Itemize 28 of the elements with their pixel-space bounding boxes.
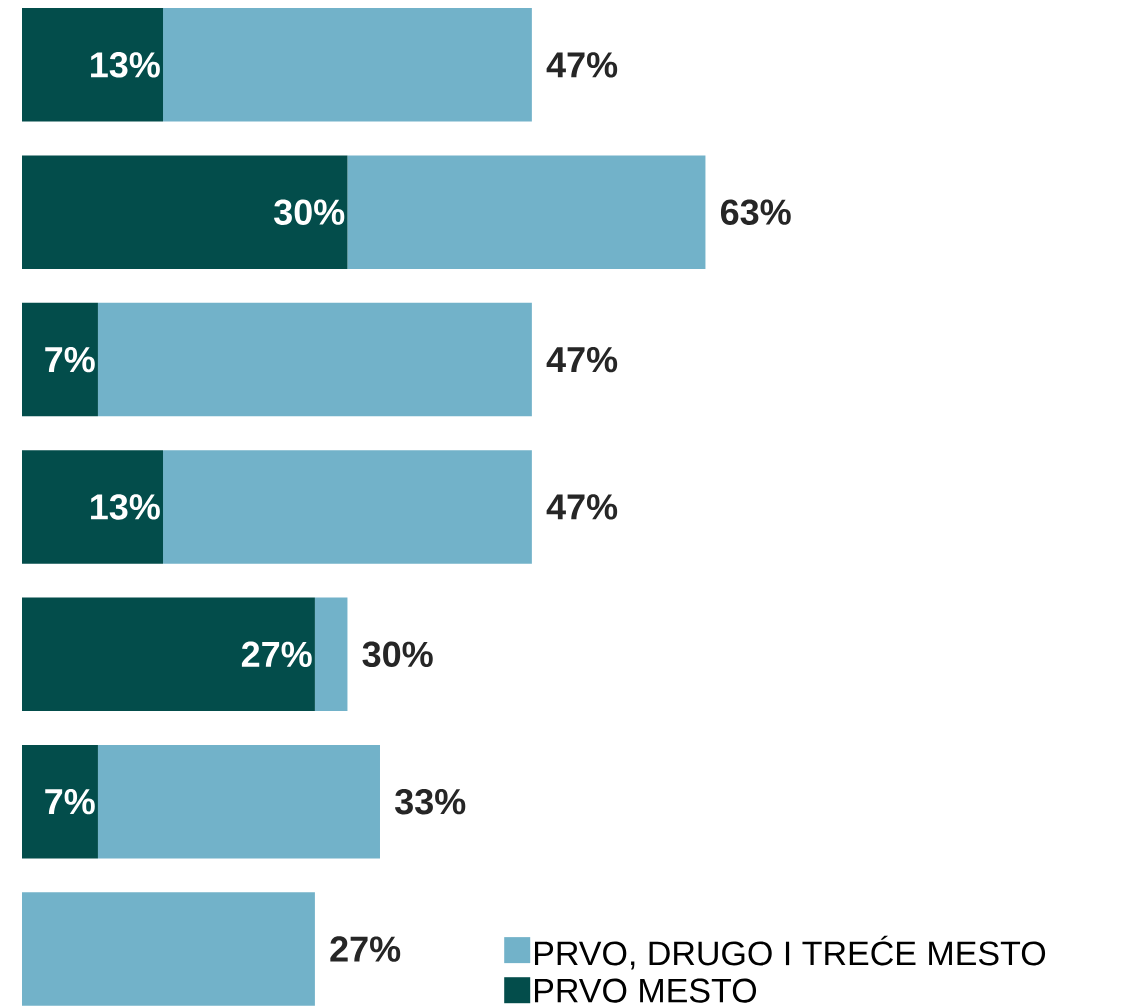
bar xyxy=(22,744,98,859)
bar xyxy=(347,155,706,269)
data-label: 7% xyxy=(45,346,95,373)
bar xyxy=(97,302,532,417)
bar xyxy=(163,450,532,564)
data-label: 13% xyxy=(91,494,160,520)
total-label: 47% xyxy=(546,52,618,78)
total-label: 27% xyxy=(330,936,401,962)
bar xyxy=(22,450,164,564)
legend-label: PRVO, DRUGO I TREĆE MESTO xyxy=(534,935,1046,970)
data-label: 7% xyxy=(45,789,95,815)
bar xyxy=(163,8,532,122)
total-label: 47% xyxy=(546,494,618,520)
bar xyxy=(22,597,315,712)
bar xyxy=(97,744,380,859)
legend-label: PRVO MESTO xyxy=(534,978,757,1003)
data-label: 13% xyxy=(91,52,160,78)
bar xyxy=(22,892,315,1006)
bar xyxy=(22,155,348,269)
total-label: 30% xyxy=(362,641,433,668)
total-label: 63% xyxy=(720,199,791,225)
bar xyxy=(22,8,164,122)
total-label: 33% xyxy=(395,788,466,815)
bar xyxy=(22,302,98,417)
data-label: 27% xyxy=(241,641,312,668)
total-label: 47% xyxy=(546,346,618,373)
bar xyxy=(314,597,348,712)
data-label: 30% xyxy=(274,199,345,225)
